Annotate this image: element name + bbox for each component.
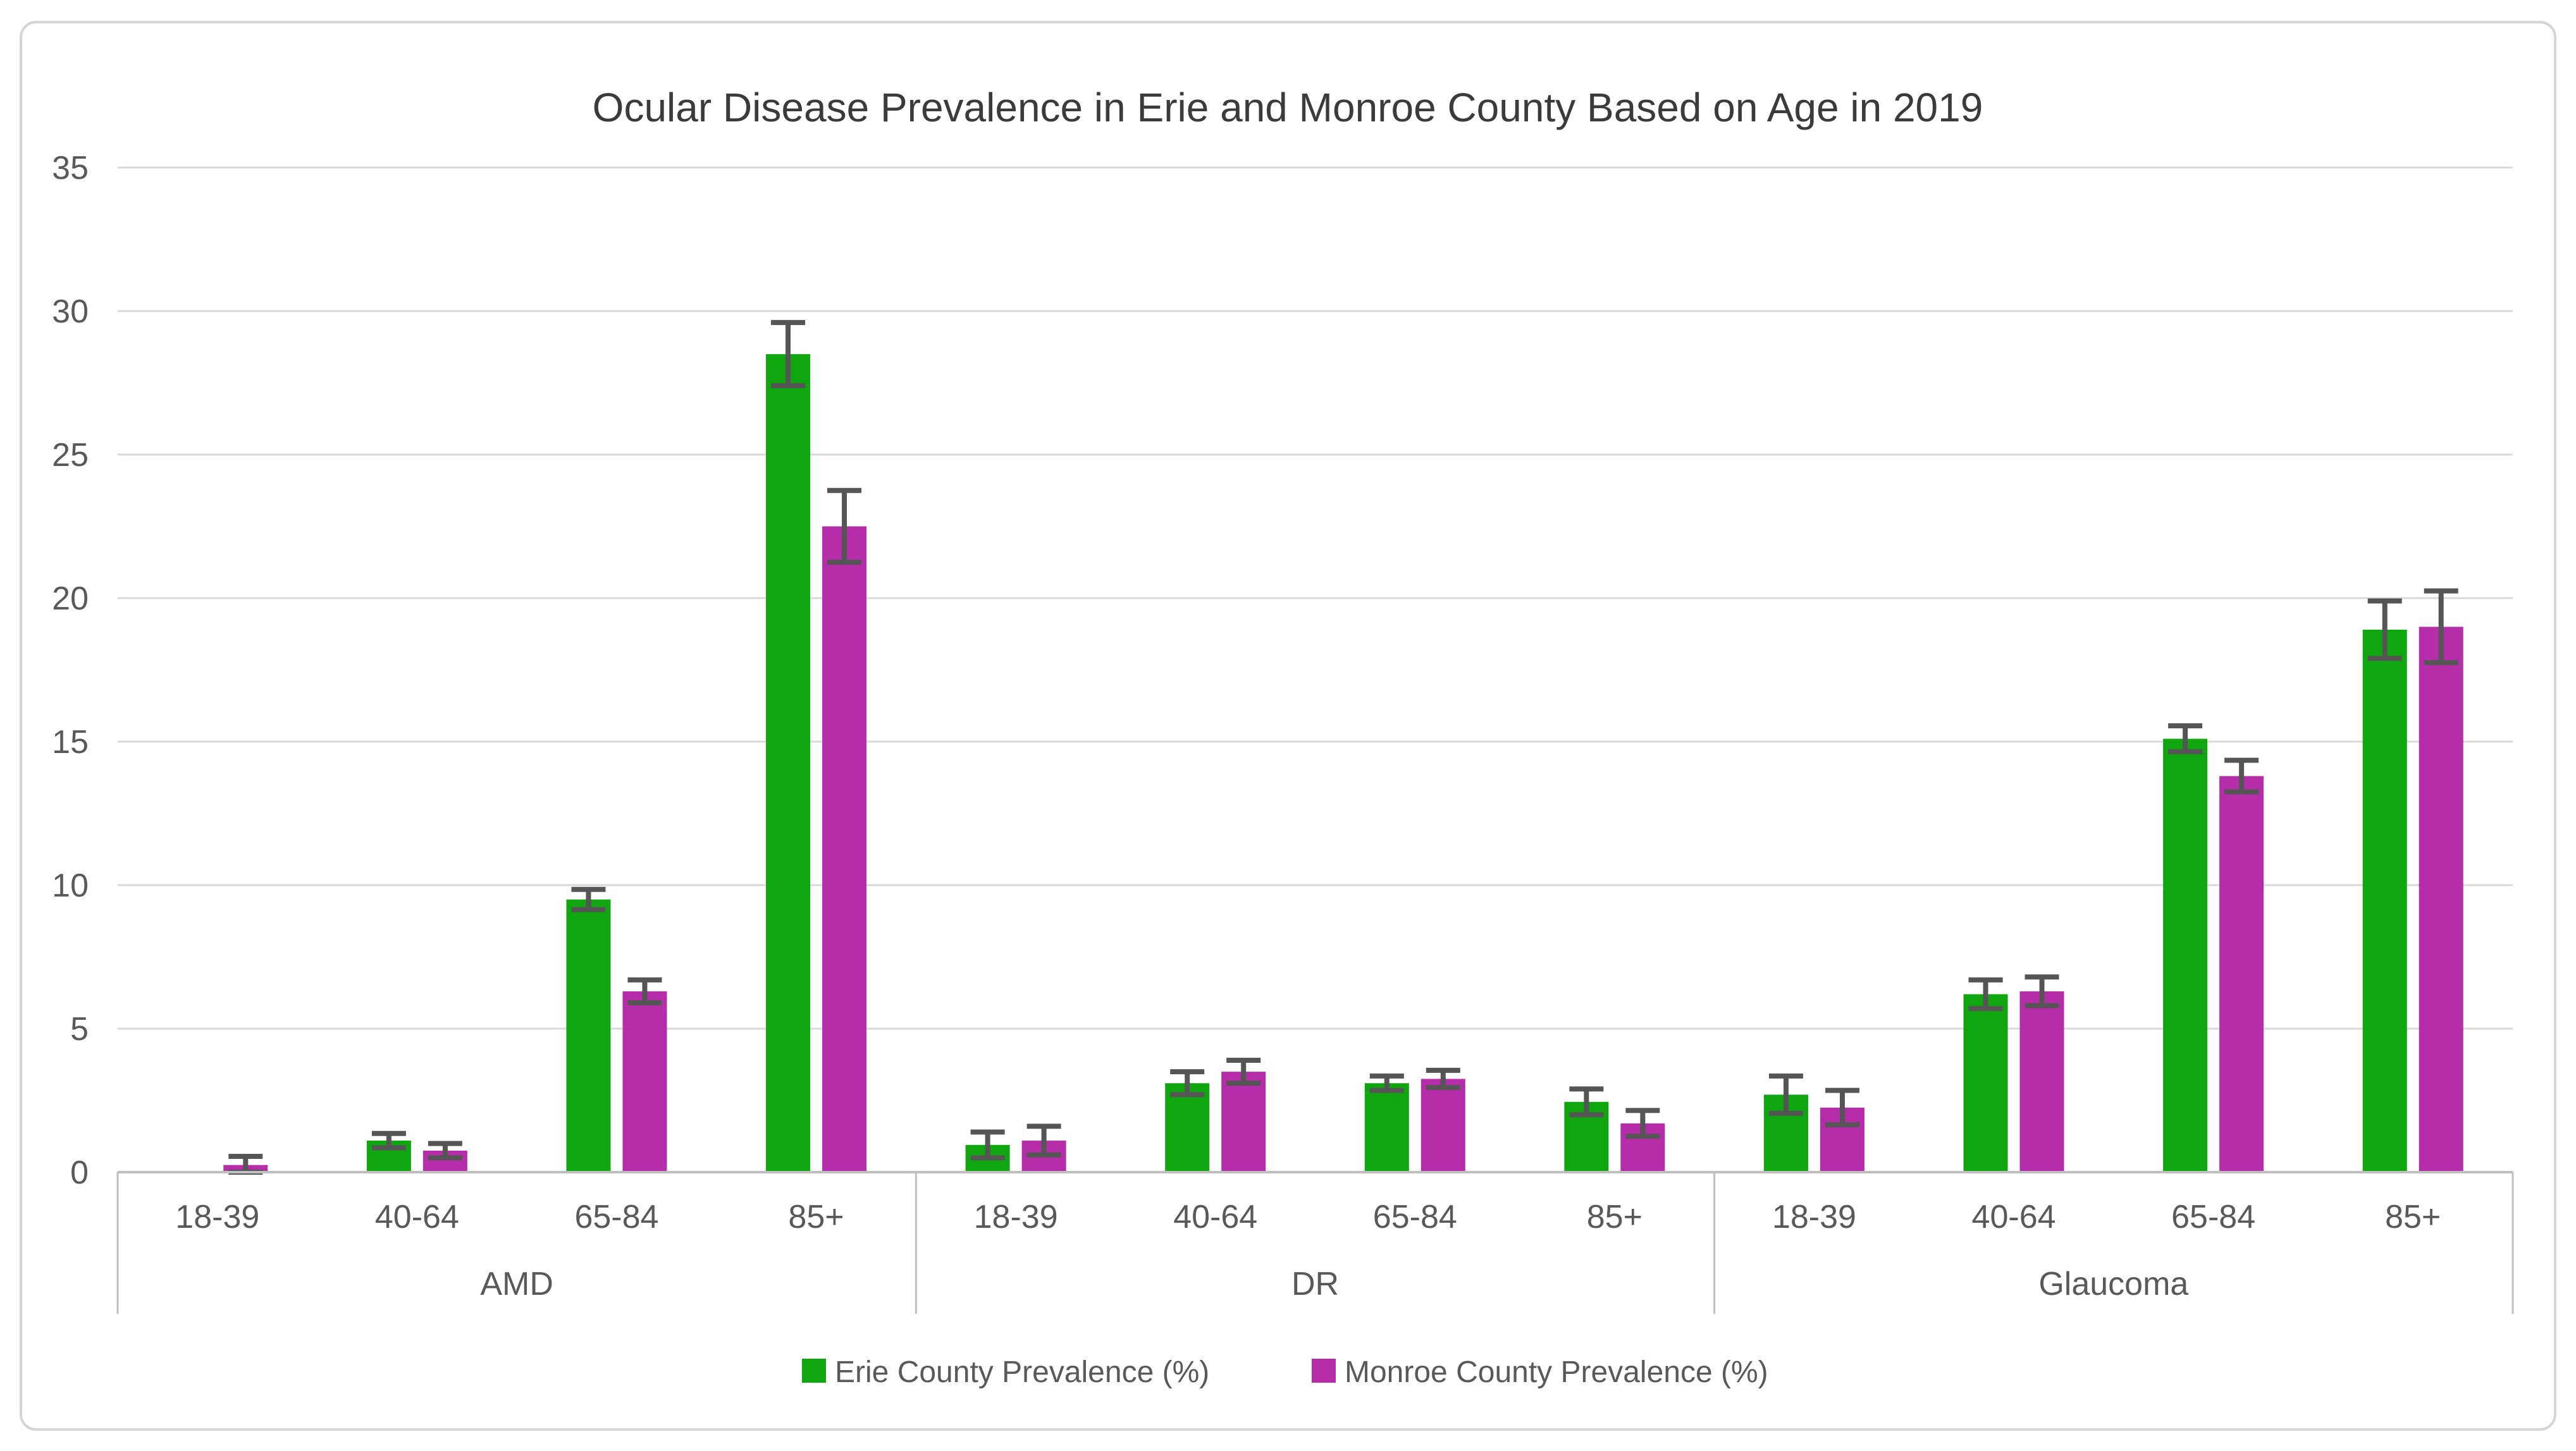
error-bar-monroe-glaucoma-40-64 [2024,974,2059,1008]
group-label-glaucoma: Glaucoma [2038,1266,2188,1302]
error-bar-monroe-glaucoma-85 [2424,588,2458,666]
error-bar-monroe-glaucoma-65-84 [2224,757,2259,795]
y-tick-label-25: 25 [52,437,89,474]
error-bar-monroe-amd-85 [827,487,862,565]
error-bar-monroe-amd-40-64 [428,1141,462,1161]
bar-erie-glaucoma-40-64 [1963,994,2008,1172]
error-bar-erie-glaucoma-65-84 [2168,723,2203,754]
error-bar-monroe-amd-65-84 [627,977,662,1006]
error-bar-monroe-glaucoma-18-39 [1825,1087,1859,1128]
age-label-glaucoma-18-39: 18-39 [1772,1199,1856,1235]
age-label-amd-18-39: 18-39 [175,1199,259,1235]
bar-monroe-amd-85 [822,526,867,1172]
legend-item-monroe: Monroe County Prevalence (%) [1312,1356,1768,1389]
error-bar-monroe-dr-65-84 [1426,1067,1460,1091]
bar-erie-dr-40-64 [1165,1083,1210,1172]
error-bar-erie-dr-85 [1569,1086,1604,1118]
error-bar-erie-glaucoma-40-64 [1968,977,2003,1012]
age-label-glaucoma-40-64: 40-64 [1972,1199,2056,1235]
error-bar-erie-glaucoma-18-39 [1768,1073,1803,1116]
error-bars [228,320,2458,1175]
error-bar-erie-dr-65-84 [1369,1073,1404,1093]
y-tick-label-20: 20 [52,580,89,617]
bar-monroe-glaucoma-40-64 [2019,991,2064,1172]
group-label-dr: DR [1291,1266,1339,1302]
age-label-dr-18-39: 18-39 [974,1199,1058,1235]
y-tick-label-15: 15 [52,724,89,761]
age-label-dr-65-84: 65-84 [1373,1199,1457,1235]
age-label-amd-85: 85+ [788,1199,844,1235]
y-tick-label-0: 0 [70,1154,89,1191]
category-labels: 18-39 40-64 65-84 85+ AMD 18-39 40-64 65-84 85+ D… [175,1199,2441,1302]
bar-monroe-dr-65-84 [1420,1079,1465,1172]
legend-swatch-erie [802,1359,826,1383]
bar-erie-amd-85 [766,354,811,1172]
y-tick-label-10: 10 [52,867,89,904]
error-bar-erie-amd-85 [771,320,806,389]
error-bar-monroe-dr-18-39 [1026,1123,1061,1158]
category-axis [116,1171,2514,1314]
bar-monroe-glaucoma-85 [2419,627,2463,1172]
legend-label-monroe: Monroe County Prevalence (%) [1345,1356,1768,1389]
error-bar-monroe-dr-85 [1625,1108,1660,1139]
bar-erie-amd-65-84 [566,899,611,1172]
error-bar-erie-dr-18-39 [970,1129,1005,1161]
bar-erie-glaucoma-85 [2362,629,2407,1172]
legend: Erie County Prevalence (%) Monroe County … [802,1356,1768,1389]
y-tick-label-30: 30 [52,293,89,330]
bar-monroe-amd-65-84 [622,991,667,1172]
gridlines [118,166,2513,1030]
legend-item-erie: Erie County Prevalence (%) [802,1356,1209,1389]
error-bar-erie-amd-65-84 [571,886,606,912]
bar-erie-glaucoma-65-84 [2163,738,2208,1172]
bar-series [223,354,2463,1172]
age-label-dr-40-64: 40-64 [1173,1199,1257,1235]
error-bar-erie-amd-40-64 [371,1130,406,1151]
chart-title: Ocular Disease Prevalence in Erie and Mo… [593,85,1983,130]
age-label-glaucoma-65-84: 65-84 [2171,1199,2255,1235]
error-bar-erie-glaucoma-85 [2367,598,2402,661]
y-axis-tick-labels: 0 5 10 15 20 25 30 35 [52,150,89,1191]
bar-monroe-dr-40-64 [1221,1072,1266,1172]
y-tick-label-5: 5 [70,1011,89,1048]
group-label-amd: AMD [480,1266,553,1302]
legend-label-erie: Erie County Prevalence (%) [835,1356,1209,1389]
bar-monroe-glaucoma-65-84 [2219,776,2264,1172]
age-label-dr-85: 85+ [1587,1199,1642,1235]
age-label-amd-40-64: 40-64 [375,1199,459,1235]
legend-swatch-monroe [1312,1359,1336,1383]
age-label-glaucoma-85: 85+ [2385,1199,2441,1235]
bar-erie-dr-65-84 [1364,1083,1409,1172]
error-bar-monroe-dr-40-64 [1226,1057,1261,1086]
y-tick-label-35: 35 [52,150,89,187]
age-label-amd-65-84: 65-84 [574,1199,658,1235]
error-bar-erie-dr-40-64 [1170,1069,1205,1098]
